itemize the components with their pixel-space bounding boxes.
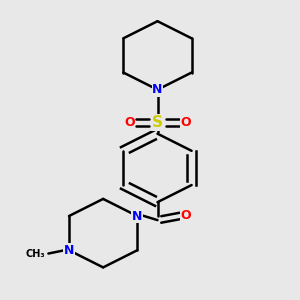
Text: O: O bbox=[180, 116, 191, 129]
Text: N: N bbox=[132, 209, 142, 223]
Text: S: S bbox=[152, 115, 163, 130]
Text: CH₃: CH₃ bbox=[25, 248, 45, 259]
Text: N: N bbox=[64, 244, 74, 257]
Text: O: O bbox=[124, 116, 135, 129]
Text: O: O bbox=[180, 209, 191, 222]
Text: N: N bbox=[152, 83, 163, 96]
